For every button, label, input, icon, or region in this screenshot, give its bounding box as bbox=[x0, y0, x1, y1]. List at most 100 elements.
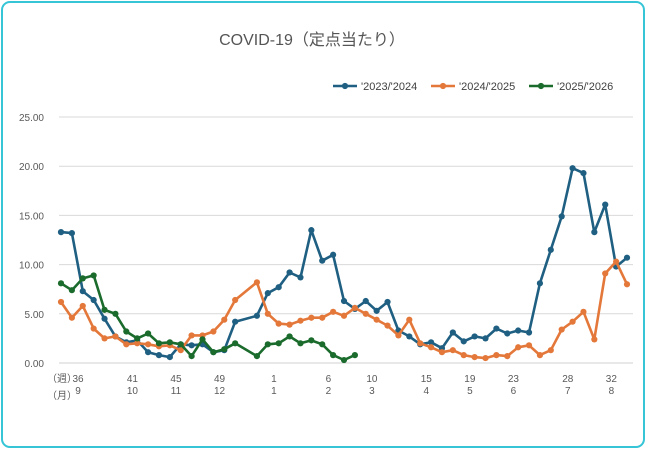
data-point bbox=[188, 353, 195, 360]
data-point bbox=[427, 344, 435, 351]
data-point bbox=[504, 330, 511, 337]
data-point bbox=[210, 349, 217, 356]
data-point bbox=[112, 333, 119, 340]
data-point bbox=[134, 335, 141, 342]
series-line bbox=[59, 260, 629, 360]
data-point bbox=[351, 352, 358, 359]
data-point bbox=[373, 307, 380, 314]
x-tick-month: 7 bbox=[565, 386, 571, 397]
data-point bbox=[340, 297, 348, 305]
data-point bbox=[340, 356, 348, 364]
data-point bbox=[253, 312, 261, 319]
y-axis: 0.00 5.00 10.00 15.00 20.00 25.00 bbox=[19, 113, 44, 370]
data-point bbox=[188, 342, 195, 349]
data-point bbox=[210, 328, 217, 335]
y-tick-label: 25.00 bbox=[19, 113, 44, 124]
data-point bbox=[101, 335, 108, 342]
data-point bbox=[427, 339, 435, 346]
data-point bbox=[232, 296, 239, 304]
data-point bbox=[319, 314, 326, 321]
data-point bbox=[144, 349, 152, 356]
data-point bbox=[297, 317, 304, 324]
data-point bbox=[406, 333, 413, 340]
x-tick-week: 41 bbox=[127, 374, 139, 385]
data-point bbox=[232, 340, 239, 347]
data-point bbox=[134, 340, 141, 347]
data-point bbox=[580, 169, 587, 177]
data-point bbox=[493, 325, 500, 332]
x-tick-week: 1 bbox=[271, 374, 277, 385]
x-tick-week: 6 bbox=[326, 374, 332, 385]
data-point bbox=[286, 269, 293, 276]
legend-marker bbox=[341, 82, 349, 90]
data-point bbox=[515, 327, 522, 334]
data-point bbox=[362, 297, 369, 305]
x-tick-week: 45 bbox=[170, 374, 182, 385]
data-point bbox=[101, 315, 108, 322]
x-tick-month: 8 bbox=[609, 386, 615, 397]
data-point bbox=[482, 354, 489, 362]
data-point bbox=[286, 333, 293, 340]
gridlines bbox=[59, 116, 633, 315]
x-tick-week: 32 bbox=[606, 374, 618, 385]
data-point bbox=[373, 316, 380, 323]
data-point bbox=[297, 274, 304, 281]
series-group bbox=[57, 165, 631, 364]
data-point bbox=[319, 341, 326, 348]
series-1 bbox=[57, 165, 631, 361]
data-point bbox=[101, 306, 108, 313]
data-point bbox=[471, 353, 478, 361]
data-point bbox=[68, 230, 75, 237]
data-point bbox=[308, 337, 315, 344]
data-point bbox=[613, 258, 620, 265]
data-point bbox=[558, 213, 565, 220]
data-point bbox=[68, 314, 75, 321]
data-point bbox=[57, 298, 65, 306]
legend-label: '2024/'2025 bbox=[459, 81, 515, 93]
data-point bbox=[90, 296, 97, 304]
x-tick-month: 11 bbox=[171, 386, 182, 397]
x-tick-month: 12 bbox=[214, 386, 226, 397]
data-point bbox=[504, 353, 511, 360]
data-point bbox=[90, 325, 97, 332]
legend-label: '2025/'2026 bbox=[557, 81, 613, 93]
data-point bbox=[591, 336, 598, 343]
data-point bbox=[449, 347, 456, 354]
series-3 bbox=[57, 272, 358, 364]
data-point bbox=[57, 229, 65, 236]
data-point bbox=[319, 257, 326, 264]
data-point bbox=[177, 347, 184, 354]
legend: '2023/'2024 '2024/'2025 '2025/'2026 bbox=[333, 81, 613, 93]
data-point bbox=[362, 310, 369, 317]
data-point bbox=[90, 272, 97, 279]
x-row-label-week: （週） bbox=[47, 373, 77, 385]
data-point bbox=[275, 320, 282, 327]
y-tick-label: 5.00 bbox=[25, 310, 45, 321]
data-point bbox=[166, 353, 173, 361]
data-point bbox=[558, 326, 565, 333]
data-point bbox=[482, 335, 489, 342]
data-point bbox=[330, 352, 337, 359]
x-tick-month: 5 bbox=[467, 386, 473, 397]
data-point bbox=[264, 290, 271, 297]
data-point bbox=[221, 346, 228, 353]
data-point bbox=[264, 310, 271, 317]
data-point bbox=[569, 165, 576, 172]
data-point bbox=[580, 308, 587, 315]
data-point bbox=[264, 341, 271, 348]
data-point bbox=[275, 284, 282, 291]
data-point bbox=[460, 338, 467, 345]
data-point bbox=[155, 340, 163, 347]
x-tick-week: 49 bbox=[214, 374, 226, 385]
data-point bbox=[515, 344, 522, 351]
data-point bbox=[536, 352, 544, 359]
x-tick-week: 10 bbox=[366, 374, 378, 385]
y-tick-label: 0.00 bbox=[25, 359, 45, 370]
y-tick-label: 15.00 bbox=[19, 211, 44, 222]
data-point bbox=[351, 304, 358, 311]
data-point bbox=[188, 332, 195, 339]
data-point bbox=[460, 352, 467, 359]
data-point bbox=[221, 316, 228, 323]
data-point bbox=[406, 316, 413, 323]
x-tick-week: 28 bbox=[562, 374, 574, 385]
